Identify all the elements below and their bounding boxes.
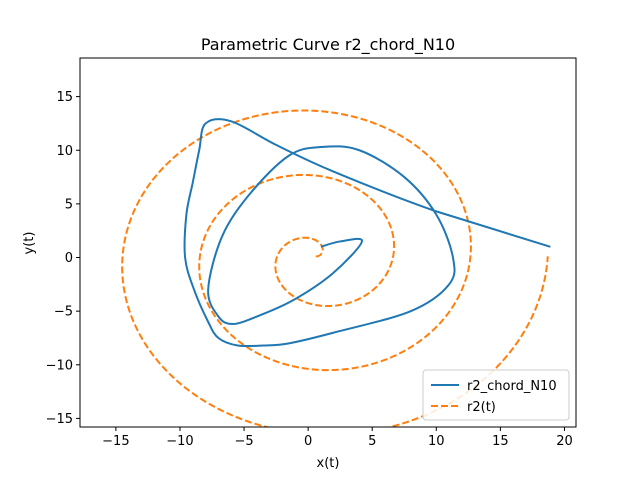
chart-title: Parametric Curve r2_chord_N10 xyxy=(201,35,455,55)
plot-frame xyxy=(79,57,577,428)
legend-label-r2-t: r2(t) xyxy=(467,400,496,415)
legend-label-r2-chord: r2_chord_N10 xyxy=(467,379,557,394)
y-tick-label: 15 xyxy=(56,90,73,105)
series-line-r2-t xyxy=(121,109,549,427)
y-tick-label: −10 xyxy=(46,358,73,373)
x-tick-label: −15 xyxy=(102,434,129,449)
y-axis: −15 −10 −5 0 5 10 15 xyxy=(46,90,80,427)
x-tick-label: 5 xyxy=(368,434,376,449)
y-tick-label: −15 xyxy=(46,412,73,427)
x-axis-label: x(t) xyxy=(317,456,340,471)
plot-area xyxy=(79,57,577,428)
series-line-r2-chord xyxy=(183,118,551,348)
x-tick-label: −10 xyxy=(166,434,193,449)
y-tick-label: 10 xyxy=(56,144,73,159)
legend-frame xyxy=(422,369,570,421)
x-axis: −15 −10 −5 0 5 10 15 20 xyxy=(102,427,573,449)
x-tick-label: 15 xyxy=(492,434,509,449)
legend: r2_chord_N10 r2(t) xyxy=(422,369,570,421)
y-tick-label: 5 xyxy=(65,197,73,212)
y-tick-label: −5 xyxy=(54,305,73,320)
y-axis-label: y(t) xyxy=(22,232,37,255)
x-tick-label: −5 xyxy=(234,434,253,449)
x-tick-label: 20 xyxy=(556,434,573,449)
y-tick-label: 0 xyxy=(65,251,73,266)
x-tick-label: 10 xyxy=(428,434,445,449)
x-tick-label: 0 xyxy=(304,434,312,449)
